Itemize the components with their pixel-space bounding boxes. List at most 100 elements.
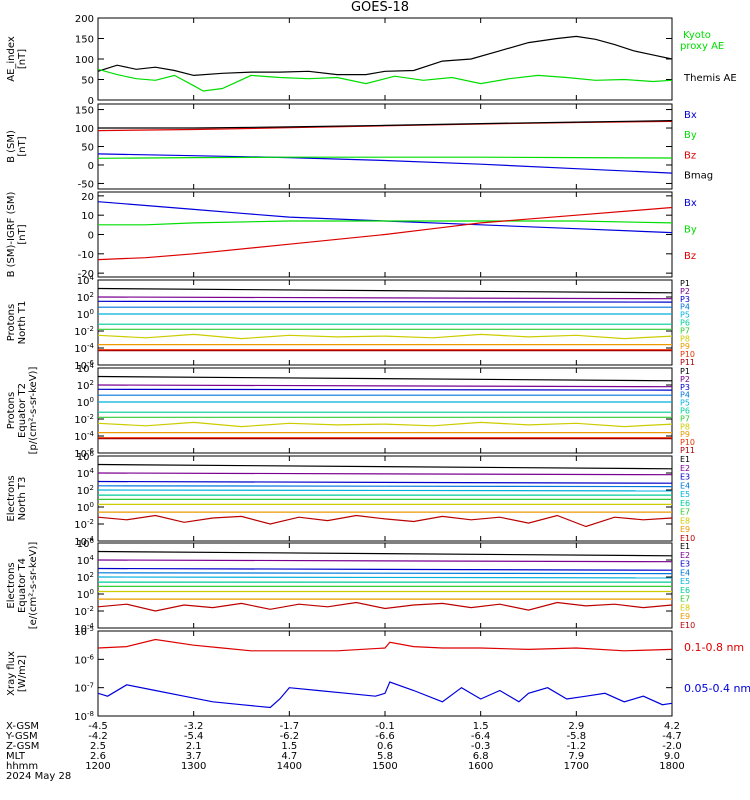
y-tick-label: 10-6 <box>74 447 94 460</box>
panel-pequator: 10-6 10-4 10-2 100 102 104 Protons Equator T2 [p… <box>6 362 695 460</box>
panel-bigrf: -20 -10 0 10 20 B (SM)-IGRF (SM) [nT] Bx By Bz <box>6 191 697 280</box>
y-tick-label: 0 <box>88 231 94 242</box>
series-by <box>98 156 672 159</box>
y-tick-label: 10-2 <box>74 325 94 338</box>
footer-value: 3.7 <box>186 751 202 762</box>
legend-label: P6 <box>680 319 690 328</box>
legend-label: proxy AE <box>680 41 724 52</box>
series-bx <box>98 153 672 174</box>
footer-value: 5.8 <box>377 751 393 762</box>
plot-title: GOES-18 <box>350 0 409 15</box>
legend-label: P6 <box>680 407 690 416</box>
y-tick-label: 10-4 <box>74 342 94 355</box>
legend-label: E3 <box>680 473 690 482</box>
y-tick-label: 100 <box>75 124 94 135</box>
legend-label: E2 <box>680 464 690 473</box>
y-tick-label: 102 <box>77 379 94 392</box>
y-axis-label: Electrons <box>6 475 17 521</box>
footer-row-label: X-GSM <box>6 721 39 732</box>
series-p8 <box>98 421 672 428</box>
y-axis-label: [e/(cm²-s-sr-keV)] <box>28 542 39 630</box>
legend-label: P1 <box>680 367 690 376</box>
y-axis-label: North T1 <box>17 301 28 345</box>
legend-label: E7 <box>680 595 690 604</box>
y-tick-label: 106 <box>77 537 95 550</box>
y-axis-label: B (SM)-IGRF (SM) <box>6 192 17 278</box>
y-tick-label: 20 <box>81 192 94 203</box>
date-label: 2024 May 28 <box>6 771 71 782</box>
legend-label: P9 <box>680 430 690 439</box>
legend-label: E8 <box>680 603 690 612</box>
y-tick-label: 150 <box>75 35 94 46</box>
footer-value: 1.5 <box>281 741 297 752</box>
series-e5 <box>98 576 672 579</box>
legend-label: E5 <box>680 490 690 499</box>
footer-value: 6.8 <box>473 751 489 762</box>
y-axis-label: AE_index <box>6 36 17 82</box>
y-axis-label: [nT] <box>17 224 28 244</box>
series-e4 <box>98 572 672 575</box>
series-p1 <box>98 375 672 382</box>
y-tick-label: 102 <box>77 484 94 497</box>
y-tick-label: 10-5 <box>74 625 94 638</box>
legend-label: By <box>684 225 697 236</box>
series-0-1-0-8-nm <box>98 638 672 652</box>
y-tick-label: 10-2 <box>74 518 94 531</box>
footer-value: 1700 <box>564 761 589 772</box>
legend-label: E6 <box>680 499 690 508</box>
legend-label: P7 <box>680 414 690 423</box>
legend-label: E2 <box>680 551 690 560</box>
legend-label: E6 <box>680 586 690 595</box>
y-tick-label: 10-7 <box>74 682 94 695</box>
legend-label: E10 <box>680 534 695 543</box>
legend-label: P4 <box>680 303 690 312</box>
legend-label: E8 <box>680 516 690 525</box>
legend-label: Themis AE <box>683 73 737 84</box>
footer-value: -4.5 <box>88 721 108 732</box>
footer-value: -0.1 <box>375 721 395 732</box>
y-tick-label: -50 <box>78 179 94 190</box>
legend-label: P8 <box>680 422 690 431</box>
legend-label: P5 <box>680 311 690 320</box>
y-tick-label: 102 <box>77 291 94 304</box>
footer-value: 0.6 <box>377 741 393 752</box>
footer-value: -0.3 <box>471 741 491 752</box>
footer-value: -3.2 <box>184 721 204 732</box>
footer-value: 1800 <box>659 761 684 772</box>
panel-eequator: 10-4 10-2 100 102 104 106 Electrons Equator T4[… <box>6 537 695 635</box>
legend-label: P11 <box>680 446 695 455</box>
y-tick-label: 104 <box>77 467 95 480</box>
series-e10 <box>98 601 672 612</box>
series-p3 <box>98 300 672 303</box>
legend-label: 0.1-0.8 nm <box>684 641 744 654</box>
y-tick-label: 106 <box>77 450 95 463</box>
footer-ephemeris: X-GSM -4.5 -3.2 -1.7 -0.1 1.5 2.9 4.2 Y-GSM -4.2 -… <box>5 721 685 782</box>
legend-label: P5 <box>680 399 690 408</box>
legend-label: Bx <box>684 198 697 209</box>
panel-frame <box>97 103 673 190</box>
series-themis-ae <box>98 35 672 77</box>
y-axis-label: Protons <box>6 392 17 429</box>
y-axis-label: North T3 <box>17 477 28 521</box>
y-axis-label: [W/m2] <box>17 655 28 692</box>
legend-label: P2 <box>680 287 690 296</box>
y-tick-label: 0 <box>88 161 94 172</box>
y-axis-label: Equator T2 <box>17 383 28 438</box>
y-axis-label: [p/(cm²-s-sr-keV)] <box>28 367 39 455</box>
legend-label: E1 <box>680 542 690 551</box>
legend-label: E4 <box>680 568 690 577</box>
legend-label: P4 <box>680 391 690 400</box>
series-e3 <box>98 567 672 571</box>
y-axis-label: Equator T4 <box>17 558 28 613</box>
legend-label: P8 <box>680 334 690 343</box>
y-tick-label: 100 <box>77 396 94 409</box>
y-tick-label: 10-6 <box>74 359 94 372</box>
series-kyoto-proxy-ae <box>98 68 672 92</box>
y-tick-label: 50 <box>81 76 94 87</box>
panel-bsm: -50 0 50 100 150 B (SM) [nT] Bx By Bz Bmag <box>6 103 713 190</box>
legend-label: P3 <box>680 295 690 304</box>
footer-value: 1600 <box>468 761 493 772</box>
y-axis-label: [nT] <box>17 49 28 69</box>
footer-value: 4.7 <box>281 751 297 762</box>
